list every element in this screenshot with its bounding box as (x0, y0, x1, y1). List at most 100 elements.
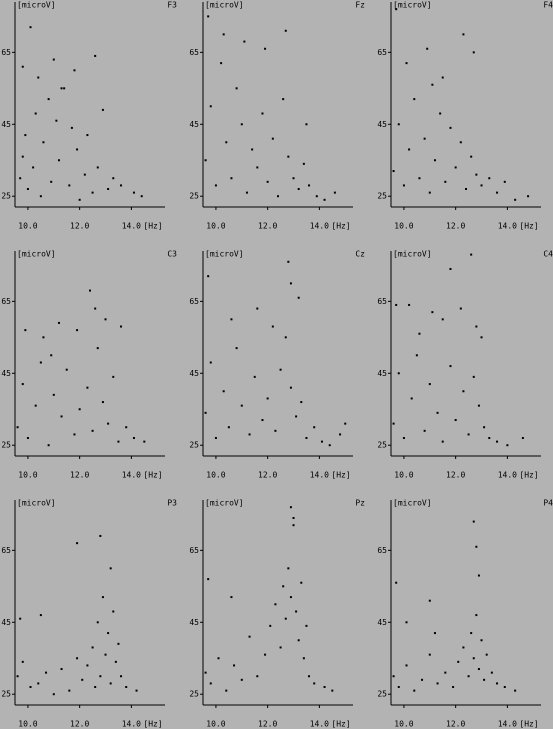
point (475, 545, 478, 548)
y-tick-label: 65 (189, 48, 199, 57)
x-tick-label: 14.0 (310, 471, 329, 480)
point (395, 8, 398, 11)
point (204, 411, 207, 414)
point (514, 198, 517, 201)
x-axis-label: [Hz] (143, 222, 162, 231)
point (392, 422, 395, 425)
y-axis-label: [microV] (205, 250, 244, 259)
point (297, 296, 300, 299)
point (86, 134, 89, 137)
point (305, 624, 308, 627)
point (214, 437, 217, 440)
x-axis-label: [Hz] (519, 471, 538, 480)
x-tick-label: 14.0 (498, 471, 517, 480)
point (477, 668, 480, 671)
point (248, 635, 251, 638)
point (50, 354, 53, 357)
point (21, 65, 24, 68)
y-axis-label: [microV] (393, 499, 432, 508)
y-axis-label: [microV] (17, 499, 56, 508)
point (78, 198, 81, 201)
point (26, 188, 29, 191)
point (266, 180, 269, 183)
point (34, 112, 37, 115)
point (415, 354, 418, 357)
point (37, 682, 40, 685)
point (57, 321, 60, 324)
point (292, 516, 295, 519)
point (99, 675, 102, 678)
point (256, 307, 259, 310)
y-tick-label: 25 (377, 690, 387, 699)
point (459, 307, 462, 310)
point (395, 581, 398, 584)
point (207, 275, 210, 278)
point (423, 429, 426, 432)
point (472, 520, 475, 523)
point (235, 87, 238, 90)
point (104, 318, 107, 321)
point (220, 62, 223, 65)
point (475, 173, 478, 176)
point (89, 289, 91, 292)
point (214, 184, 217, 187)
point (76, 329, 79, 332)
x-tick-label: 10.0 (394, 222, 413, 231)
y-tick-label: 25 (1, 441, 11, 450)
point (503, 686, 506, 689)
point (117, 642, 120, 645)
x-tick-label: 12.0 (70, 471, 89, 480)
x-tick-label: 10.0 (18, 720, 37, 729)
point (39, 195, 42, 198)
point (68, 184, 71, 187)
point (441, 318, 444, 321)
point (222, 390, 225, 393)
point (467, 433, 470, 436)
panel-title: P4 (543, 499, 553, 508)
point (483, 678, 486, 681)
y-axis-label: [microV] (393, 250, 432, 259)
point (29, 26, 32, 29)
point (514, 689, 517, 692)
x-axis-label: [Hz] (143, 471, 162, 480)
y-tick-label: 25 (189, 690, 199, 699)
point (140, 195, 143, 198)
point (423, 137, 426, 140)
point (444, 671, 447, 674)
point (490, 671, 493, 674)
point (496, 440, 499, 443)
point (91, 191, 94, 194)
panel-title: Pz (355, 499, 365, 508)
point (297, 639, 300, 642)
point (207, 578, 210, 581)
point (47, 98, 50, 101)
y-tick-label: 45 (1, 369, 11, 378)
point (295, 415, 298, 418)
point (204, 671, 207, 674)
point (328, 444, 331, 447)
y-tick-label: 25 (1, 192, 11, 201)
y-tick-label: 25 (377, 192, 387, 201)
panel-title: Fz (355, 1, 365, 10)
point (209, 105, 212, 108)
point (279, 368, 282, 371)
point (408, 148, 411, 151)
point (47, 444, 50, 447)
point (485, 653, 488, 656)
y-tick-label: 25 (377, 441, 387, 450)
point (217, 657, 220, 660)
panel-title: F4 (543, 1, 553, 10)
point (339, 433, 342, 436)
point (68, 689, 71, 692)
point (26, 437, 29, 440)
point (248, 433, 251, 436)
point (60, 668, 63, 671)
y-tick-label: 65 (377, 546, 387, 555)
point (24, 134, 27, 137)
x-tick-label: 12.0 (258, 471, 277, 480)
point (397, 372, 400, 375)
point (439, 112, 442, 115)
point (284, 617, 287, 620)
point (302, 657, 305, 660)
x-tick-label: 12.0 (446, 222, 465, 231)
